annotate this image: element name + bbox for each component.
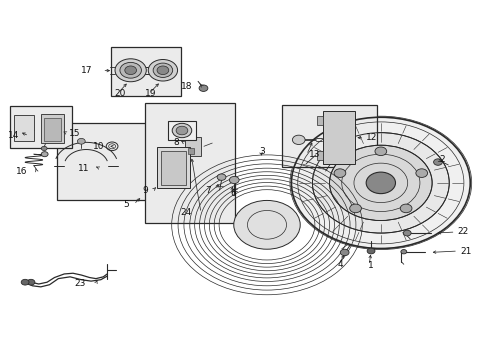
Text: 19: 19	[146, 89, 157, 98]
Circle shape	[367, 248, 375, 254]
Circle shape	[434, 159, 442, 165]
Text: 20: 20	[114, 89, 125, 98]
Circle shape	[366, 172, 395, 194]
Text: 5: 5	[123, 200, 129, 209]
Bar	[14, 116, 34, 141]
Text: 14: 14	[8, 131, 19, 140]
Text: 22: 22	[458, 228, 469, 237]
Bar	[157, 147, 190, 188]
Circle shape	[330, 145, 432, 221]
Bar	[145, 103, 235, 223]
Text: 23: 23	[75, 279, 86, 288]
Circle shape	[77, 138, 85, 144]
Circle shape	[157, 66, 169, 75]
Circle shape	[375, 147, 387, 156]
Circle shape	[340, 249, 349, 256]
Circle shape	[21, 279, 29, 285]
Bar	[318, 116, 323, 125]
Circle shape	[350, 204, 362, 213]
Circle shape	[293, 135, 305, 144]
Circle shape	[199, 85, 208, 91]
Text: 8: 8	[173, 138, 179, 147]
Bar	[44, 118, 61, 140]
Circle shape	[148, 59, 177, 81]
Circle shape	[229, 176, 239, 184]
Circle shape	[416, 169, 428, 177]
Bar	[318, 150, 323, 159]
Circle shape	[115, 59, 147, 82]
Text: 6: 6	[230, 189, 236, 198]
Text: 7: 7	[205, 185, 211, 194]
Circle shape	[172, 123, 192, 138]
Text: 24: 24	[180, 208, 191, 217]
Text: 18: 18	[181, 82, 192, 91]
Circle shape	[313, 133, 449, 233]
Circle shape	[41, 152, 48, 157]
Circle shape	[41, 146, 47, 150]
Text: 15: 15	[69, 129, 80, 138]
Circle shape	[120, 62, 142, 78]
Bar	[57, 123, 155, 200]
Bar	[323, 111, 355, 164]
Text: 13: 13	[309, 150, 320, 159]
Circle shape	[334, 169, 346, 177]
Bar	[161, 151, 186, 185]
Circle shape	[234, 201, 300, 249]
Text: 12: 12	[366, 133, 378, 142]
Text: 11: 11	[78, 164, 90, 173]
Text: 17: 17	[81, 66, 93, 75]
Circle shape	[153, 63, 172, 77]
Text: 10: 10	[93, 142, 104, 151]
Bar	[10, 107, 72, 148]
Bar	[111, 47, 181, 96]
Circle shape	[217, 174, 226, 180]
Bar	[41, 114, 64, 143]
Circle shape	[401, 249, 407, 254]
Text: 2: 2	[440, 156, 445, 165]
Circle shape	[176, 126, 188, 135]
Circle shape	[125, 66, 137, 75]
Circle shape	[290, 116, 472, 249]
Text: 9: 9	[143, 185, 148, 194]
Text: 1: 1	[368, 261, 374, 270]
Bar	[188, 148, 194, 154]
Bar	[282, 105, 377, 167]
Circle shape	[400, 204, 412, 213]
Circle shape	[403, 230, 411, 236]
Text: 16: 16	[16, 167, 27, 176]
Text: 4: 4	[338, 260, 343, 269]
Text: 21: 21	[460, 247, 471, 256]
Text: 3: 3	[260, 147, 266, 156]
Bar	[185, 137, 201, 156]
Bar	[168, 121, 196, 140]
Circle shape	[27, 279, 35, 285]
